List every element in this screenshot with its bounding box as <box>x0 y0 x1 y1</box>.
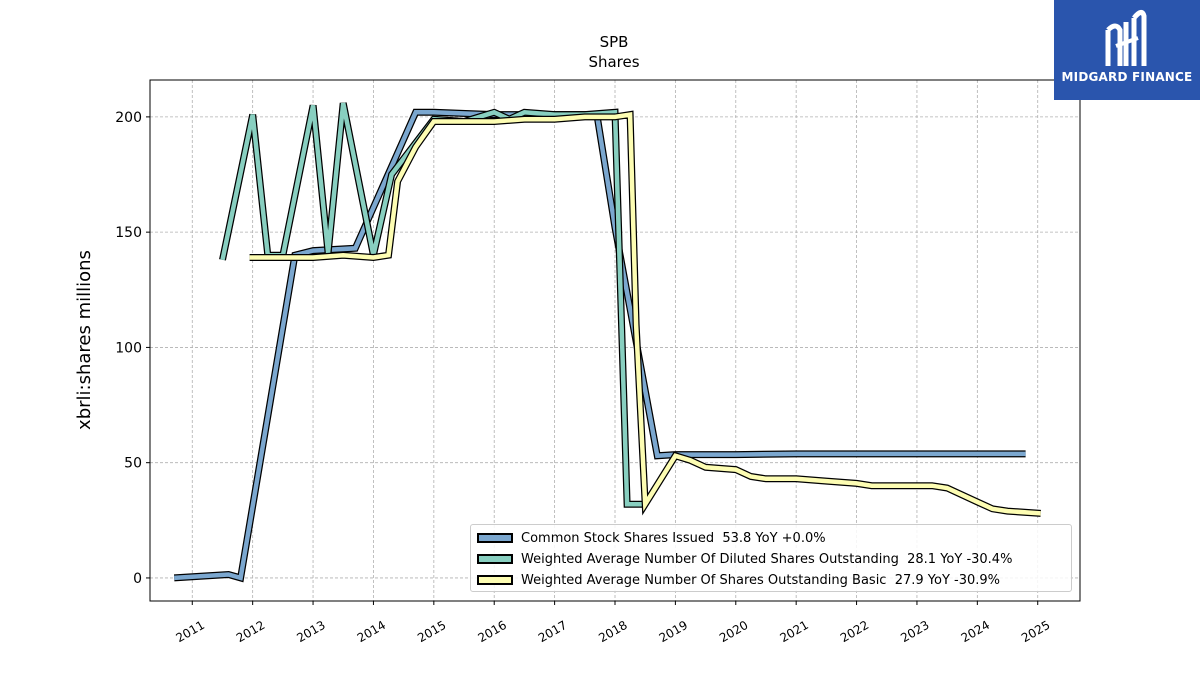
legend-swatch <box>477 575 513 585</box>
legend-label: Weighted Average Number Of Diluted Share… <box>521 551 1013 567</box>
x-tick-label: 2025 <box>1019 618 1052 645</box>
legend-label: Weighted Average Number Of Shares Outsta… <box>521 572 1001 588</box>
chart-legend: Common Stock Shares Issued 53.8 YoY +0.0… <box>470 524 1072 592</box>
legend-item-diluted-shares: Weighted Average Number Of Diluted Share… <box>477 549 1012 569</box>
x-tick-label: 2016 <box>475 618 508 645</box>
series-line-2 <box>249 111 1041 516</box>
legend-swatch <box>477 554 513 564</box>
y-axis-label: xbrli:shares millions <box>74 250 95 430</box>
x-tick-label: 2017 <box>536 618 569 645</box>
x-tick-label: 2012 <box>234 618 267 645</box>
legend-item-basic-shares: Weighted Average Number Of Shares Outsta… <box>477 570 1000 590</box>
x-tick-label: 2011 <box>174 618 207 645</box>
x-tick-label: 2023 <box>898 618 931 645</box>
chart-subtitle: Shares <box>588 53 639 71</box>
x-tick-label: 2020 <box>717 618 750 645</box>
y-tick-label: 200 <box>115 110 142 126</box>
chart-title: SPB <box>600 33 629 51</box>
legend-label: Common Stock Shares Issued 53.8 YoY +0.0… <box>521 530 826 546</box>
x-tick-label: 2015 <box>415 618 448 645</box>
y-tick-label: 0 <box>133 571 142 587</box>
y-tick-label: 150 <box>115 225 142 241</box>
x-tick-label: 2013 <box>294 618 327 645</box>
legend-swatch <box>477 533 513 543</box>
x-tick-label: 2019 <box>657 618 690 645</box>
x-tick-label: 2021 <box>777 618 810 645</box>
x-tick-label: 2022 <box>838 618 871 645</box>
logo-mark-icon <box>1105 10 1147 66</box>
series-line-outline-0 <box>173 108 1026 583</box>
legend-item-common-stock: Common Stock Shares Issued 53.8 YoY +0.0… <box>477 528 826 548</box>
brand-logo: MIDGARD FINANCE <box>1054 0 1200 100</box>
x-tick-label: 2024 <box>959 618 992 645</box>
series-group <box>173 102 1041 583</box>
x-tick-label: 2014 <box>355 618 388 645</box>
series-line-0 <box>174 110 1026 581</box>
y-tick-label: 100 <box>115 340 142 356</box>
logo-text: MIDGARD FINANCE <box>1061 70 1193 84</box>
y-tick-label: 50 <box>124 456 142 472</box>
x-tick-label: 2018 <box>596 618 629 645</box>
